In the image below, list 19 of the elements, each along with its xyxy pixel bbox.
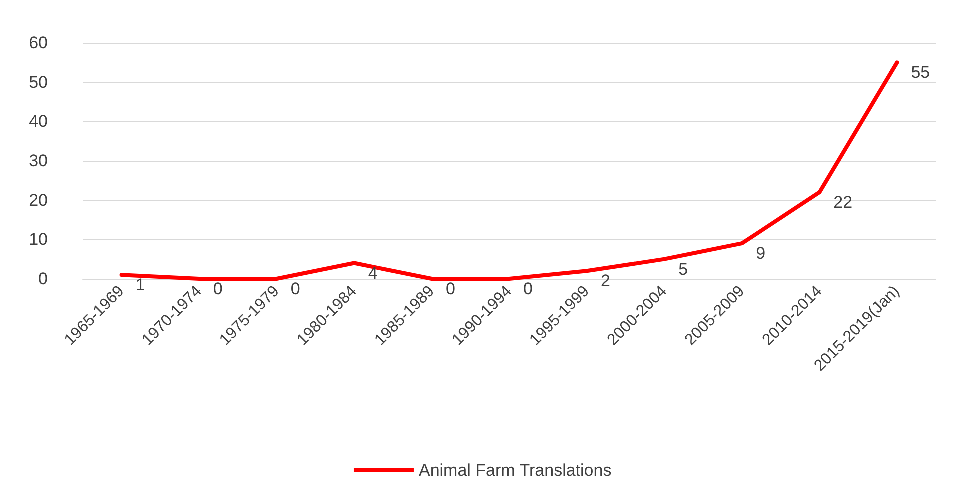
legend-label: Animal Farm Translations (418, 461, 612, 480)
y-tick-label: 40 (29, 112, 48, 132)
y-tick-label: 10 (29, 230, 48, 250)
data-label: 2 (601, 272, 611, 291)
data-label: 9 (756, 244, 766, 264)
data-label: 4 (368, 264, 378, 283)
data-label: 0 (213, 280, 223, 298)
y-tick-label: 0 (38, 270, 48, 288)
data-label: 5 (678, 260, 688, 279)
data-label: 1 (136, 276, 146, 295)
y-tick-label: 20 (29, 190, 48, 210)
data-label: 0 (290, 280, 300, 298)
data-label: 22 (834, 192, 853, 212)
y-tick-label: 60 (29, 34, 48, 52)
y-tick-label: 50 (29, 72, 48, 92)
data-label: 55 (911, 63, 930, 82)
data-label: 0 (524, 280, 533, 298)
data-label: 0 (446, 280, 456, 298)
y-tick-label: 30 (29, 152, 48, 170)
